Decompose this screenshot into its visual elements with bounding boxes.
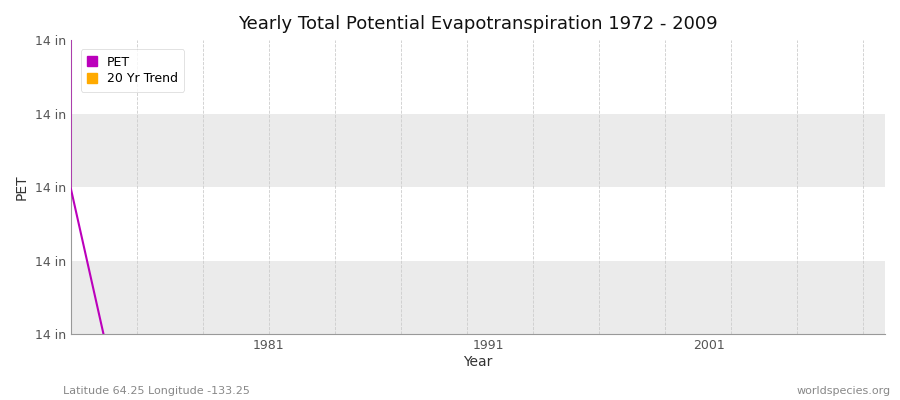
X-axis label: Year: Year [464,355,492,369]
Text: worldspecies.org: worldspecies.org [796,386,891,396]
Legend: PET, 20 Yr Trend: PET, 20 Yr Trend [81,49,184,92]
Title: Yearly Total Potential Evapotranspiration 1972 - 2009: Yearly Total Potential Evapotranspiratio… [238,15,717,33]
Bar [70,187,885,261]
Text: Latitude 64.25 Longitude -133.25: Latitude 64.25 Longitude -133.25 [63,386,250,396]
Y-axis label: PET: PET [15,174,29,200]
Bar [70,40,885,114]
